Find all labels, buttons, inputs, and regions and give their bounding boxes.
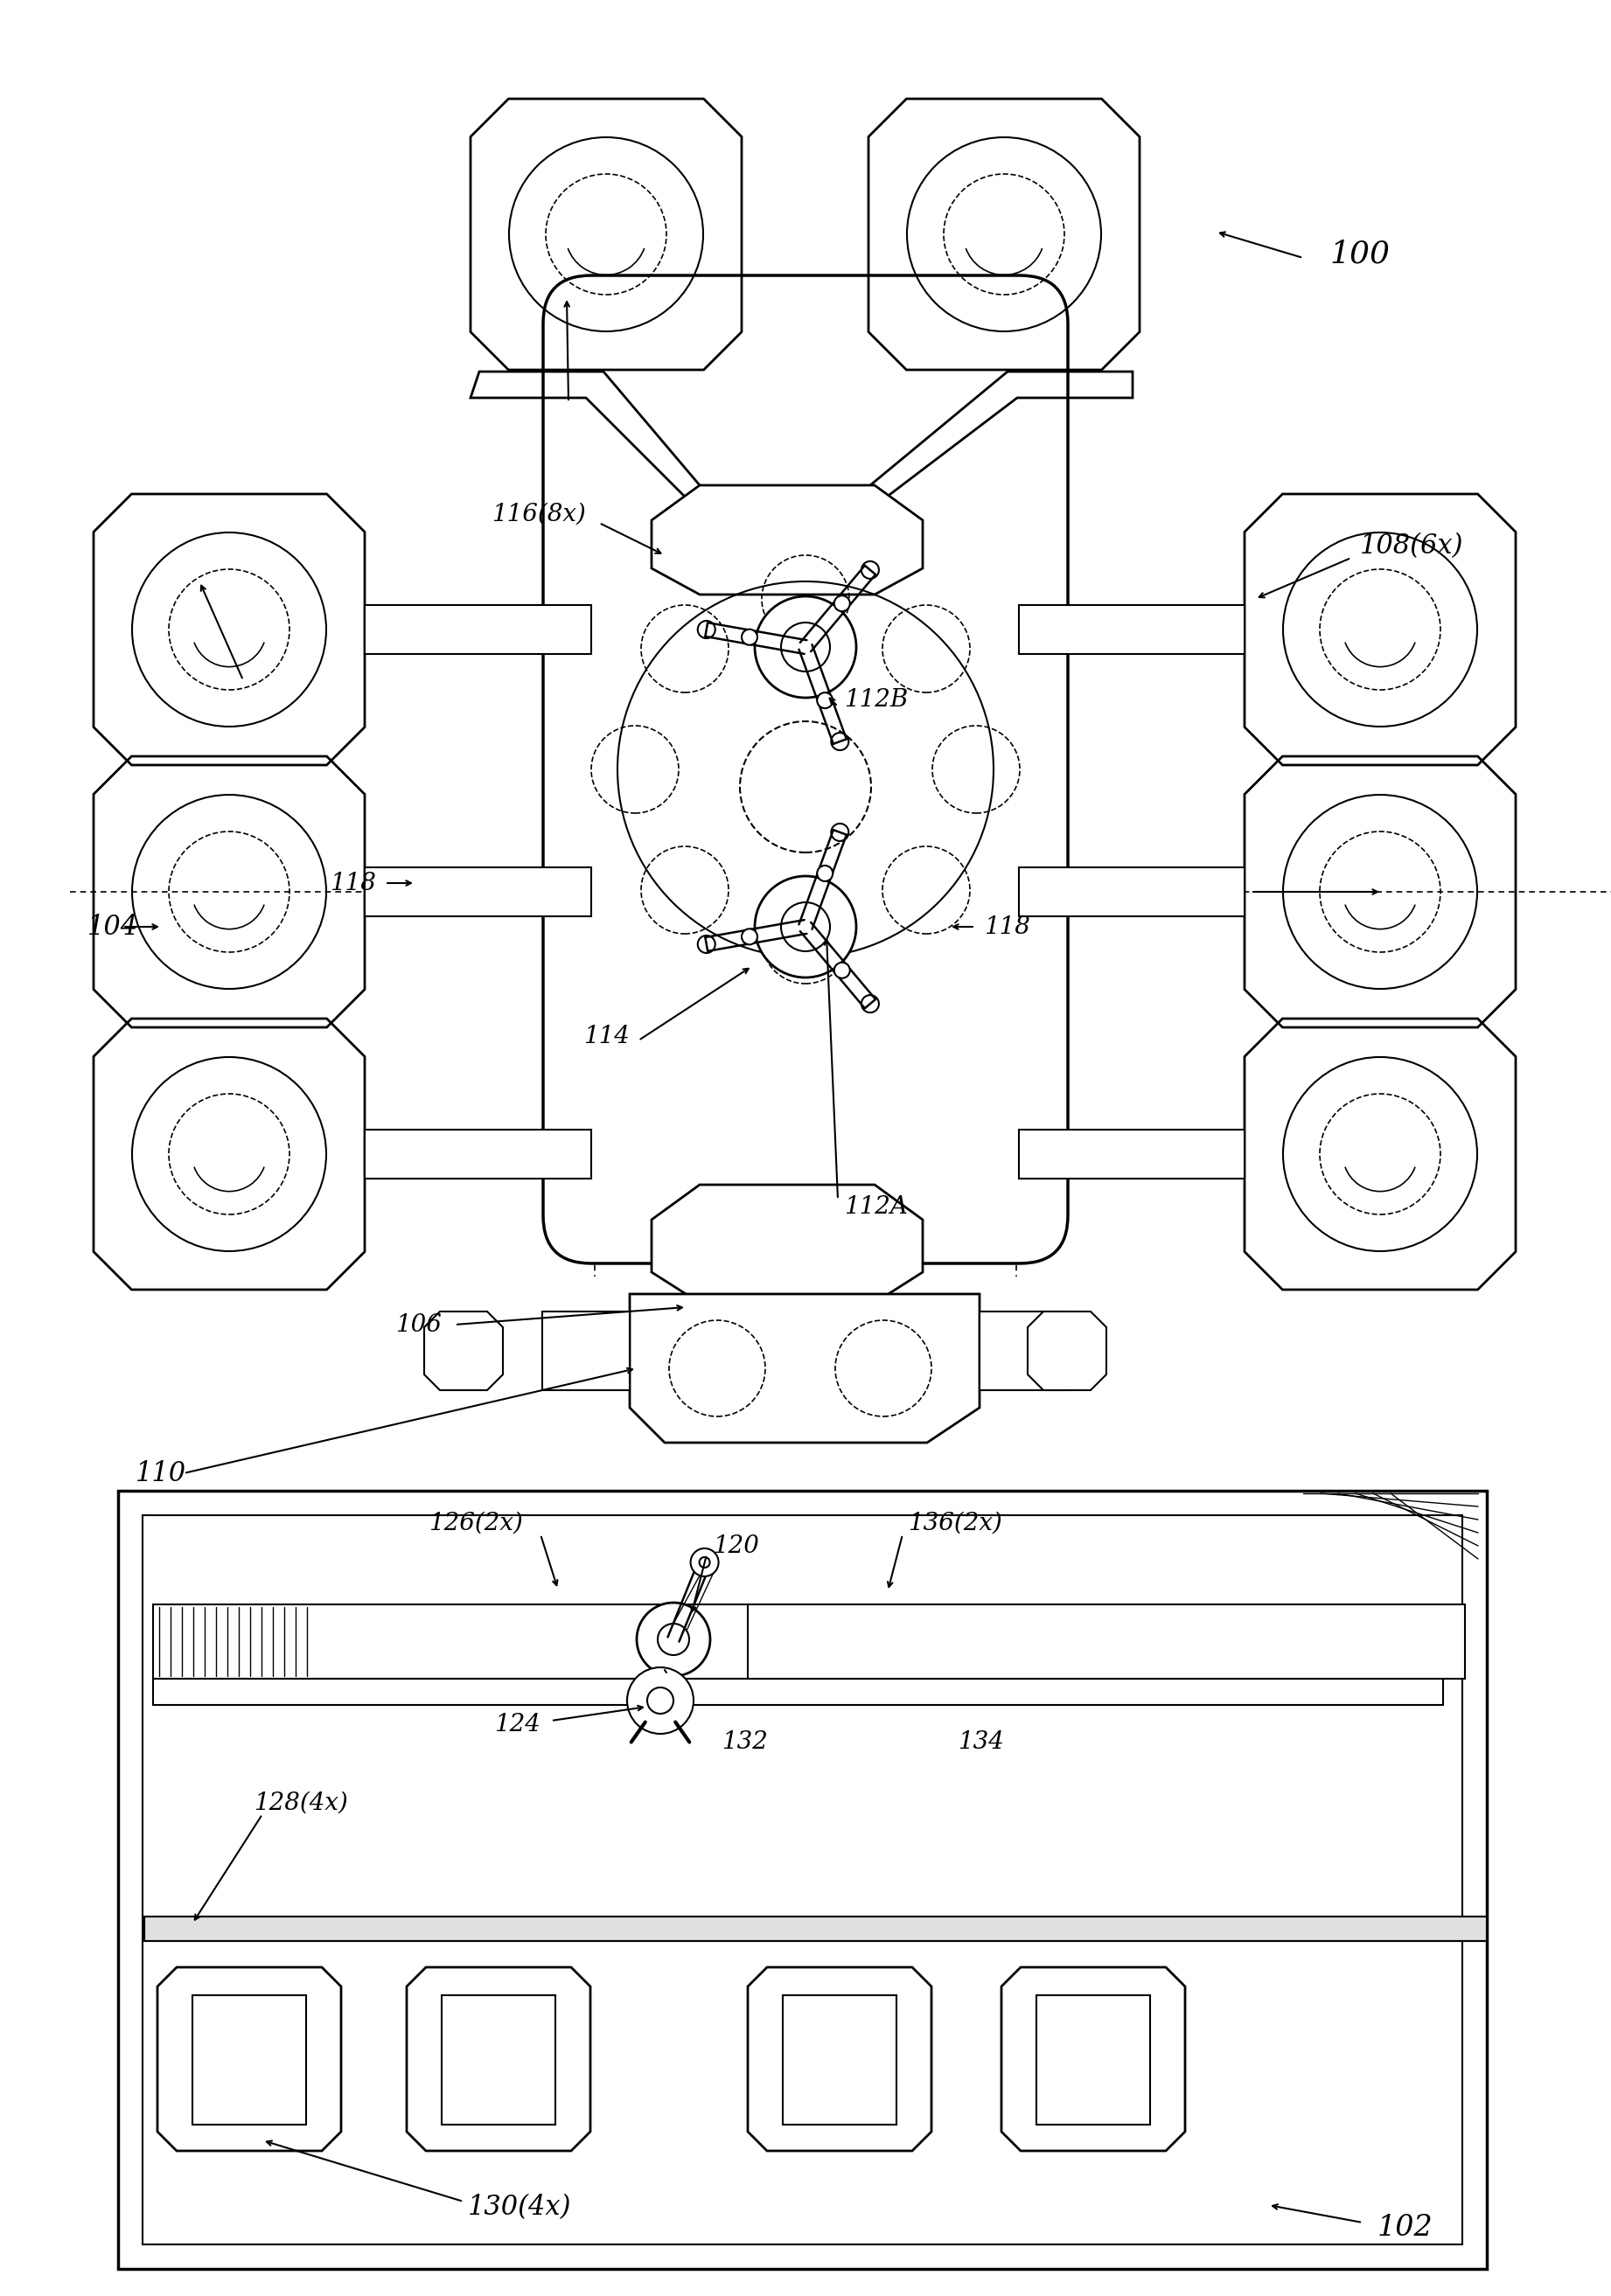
FancyBboxPatch shape xyxy=(543,276,1068,1263)
Bar xyxy=(364,1137,390,1171)
Circle shape xyxy=(636,1603,710,1676)
Text: 118: 118 xyxy=(984,916,1029,939)
Polygon shape xyxy=(630,1295,979,1442)
Bar xyxy=(364,606,591,654)
Bar xyxy=(1036,1995,1150,2124)
Circle shape xyxy=(834,962,851,978)
Polygon shape xyxy=(748,1968,931,2151)
Text: 128(4x): 128(4x) xyxy=(253,1791,348,1814)
Bar xyxy=(118,1490,1487,2268)
Text: 116(8x): 116(8x) xyxy=(491,503,586,526)
Text: 134: 134 xyxy=(957,1729,1004,1754)
Text: 136(2x): 136(2x) xyxy=(909,1511,1002,1536)
Text: 132: 132 xyxy=(722,1729,768,1754)
Bar xyxy=(364,613,390,647)
Bar xyxy=(748,1605,1464,1678)
Circle shape xyxy=(756,877,855,978)
Bar xyxy=(979,1311,1066,1389)
Text: 114: 114 xyxy=(583,1024,630,1047)
Bar xyxy=(1220,1137,1245,1171)
Circle shape xyxy=(741,629,757,645)
Text: 124: 124 xyxy=(495,1713,541,1736)
Text: 106: 106 xyxy=(395,1313,441,1336)
Circle shape xyxy=(817,866,833,882)
Polygon shape xyxy=(158,1968,342,2151)
Polygon shape xyxy=(1002,1968,1186,2151)
Bar xyxy=(145,1917,1487,1940)
Text: 118: 118 xyxy=(330,870,375,895)
Circle shape xyxy=(691,1548,719,1577)
Circle shape xyxy=(741,930,757,944)
Bar xyxy=(1018,1130,1245,1178)
Polygon shape xyxy=(1028,1311,1107,1389)
Bar xyxy=(1018,868,1245,916)
Text: 104: 104 xyxy=(87,914,139,941)
Bar xyxy=(153,1605,1443,1678)
Text: 112B: 112B xyxy=(844,689,909,712)
Text: 100: 100 xyxy=(1329,239,1390,269)
Circle shape xyxy=(834,595,851,611)
Text: 130(4x): 130(4x) xyxy=(467,2195,572,2220)
Polygon shape xyxy=(651,1185,923,1302)
Bar xyxy=(364,1130,591,1178)
Circle shape xyxy=(817,693,833,707)
Text: 126(2x): 126(2x) xyxy=(429,1511,524,1536)
Text: 102: 102 xyxy=(1377,2213,1434,2241)
Bar xyxy=(1220,613,1245,647)
Bar xyxy=(783,1995,896,2124)
Bar xyxy=(1018,606,1245,654)
Circle shape xyxy=(756,597,855,698)
Bar xyxy=(1220,875,1245,909)
Bar xyxy=(145,1917,1487,1940)
Polygon shape xyxy=(406,1968,590,2151)
Bar xyxy=(543,1311,630,1389)
Polygon shape xyxy=(651,484,923,595)
Bar xyxy=(441,1995,556,2124)
Text: 108(6x): 108(6x) xyxy=(1360,533,1464,560)
Text: 110: 110 xyxy=(135,1460,187,1488)
Polygon shape xyxy=(424,1311,503,1389)
Bar xyxy=(364,868,591,916)
Circle shape xyxy=(627,1667,694,1733)
Bar xyxy=(192,1995,306,2124)
Text: 120: 120 xyxy=(712,1534,759,1557)
Bar xyxy=(364,875,390,909)
Bar xyxy=(153,1678,1443,1706)
Text: 112A: 112A xyxy=(844,1194,907,1219)
Bar xyxy=(142,1515,1463,2245)
